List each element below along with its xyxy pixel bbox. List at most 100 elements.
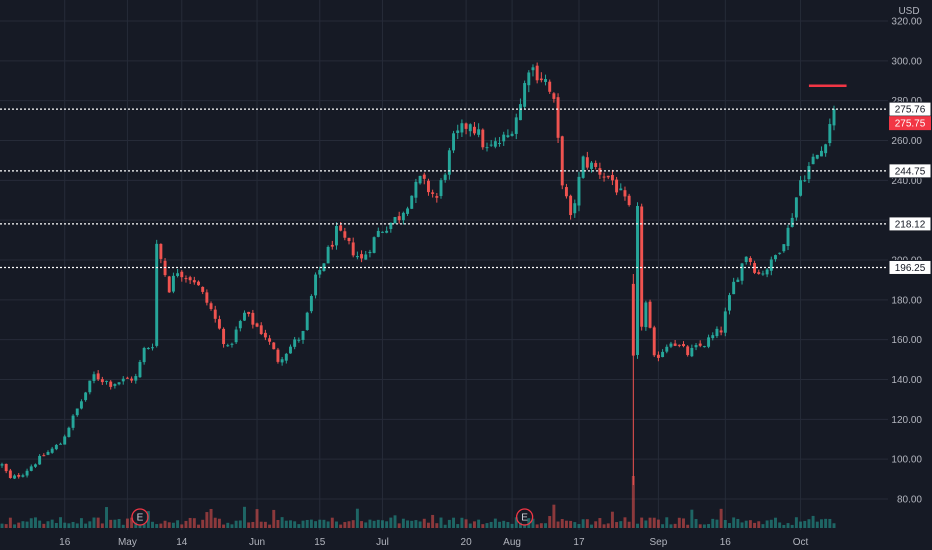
candle-body <box>280 359 284 363</box>
candle-body <box>682 344 685 347</box>
volume-bar <box>42 523 46 528</box>
volume-bar <box>728 523 731 528</box>
volume-bar <box>661 524 665 528</box>
volume-bar <box>50 519 54 528</box>
volume-bar <box>481 524 485 528</box>
candle-body <box>439 180 443 197</box>
level-tag-label: 275.76 <box>895 105 926 116</box>
volume-bar <box>523 524 527 528</box>
candle-body <box>790 217 794 227</box>
candle-body <box>585 157 589 168</box>
candle-body <box>67 427 71 437</box>
candle-body <box>753 263 757 273</box>
volume-bar <box>297 524 301 528</box>
candle-body <box>514 117 518 134</box>
volume-bar <box>422 518 426 528</box>
volume-bar <box>447 519 451 528</box>
candle-body <box>259 325 263 335</box>
volume-bar <box>330 517 334 528</box>
candle-body <box>644 302 648 328</box>
candle-body <box>468 124 472 132</box>
candle-body <box>443 174 447 180</box>
volume-bar <box>832 523 836 528</box>
volume-bar <box>573 522 577 528</box>
volume-bar <box>594 521 598 528</box>
earnings-marker-label: E <box>521 513 528 524</box>
candle-body <box>715 328 719 337</box>
volume-bar <box>255 509 259 528</box>
volume-bar <box>79 518 83 528</box>
candle-body <box>184 278 188 280</box>
candle-body <box>289 346 292 354</box>
candle-body <box>535 65 539 81</box>
volume-bar <box>163 520 167 528</box>
volume-bar <box>234 520 238 528</box>
volume-bar <box>753 522 757 528</box>
volume-bar <box>406 520 410 528</box>
y-tick-label: 320.00 <box>891 17 922 28</box>
volume-bar <box>615 522 619 528</box>
volume-bar <box>694 519 698 528</box>
candle-body <box>707 337 711 347</box>
volume-bar <box>627 521 631 528</box>
x-tick-label: 16 <box>59 537 71 548</box>
candle-body <box>4 463 8 472</box>
volume-bar <box>109 519 113 528</box>
candle-body <box>732 281 736 295</box>
candle-body <box>669 343 673 347</box>
candle-body <box>213 309 217 319</box>
volume-bar <box>301 520 305 528</box>
volume-bar <box>418 521 422 528</box>
candle-body <box>263 332 267 338</box>
candle-body <box>29 466 33 471</box>
volume-bar <box>761 524 765 528</box>
volume-bar <box>209 508 213 528</box>
volume-bar <box>598 518 602 528</box>
volume-bar <box>105 507 108 528</box>
volume-bar <box>226 522 230 528</box>
volume-bar <box>339 524 343 528</box>
volume-bar <box>25 521 29 528</box>
volume-bar <box>807 519 811 528</box>
volume-bar <box>623 517 627 528</box>
y-tick-label: 80.00 <box>897 495 922 506</box>
volume-bar <box>46 521 50 528</box>
volume-bar <box>0 523 4 528</box>
time-axis[interactable]: 16 May 14 Jun 15 Jul 20 Aug 17 Sep 16 Oct <box>59 537 808 548</box>
candle-body <box>305 312 309 330</box>
volume-bar <box>673 523 677 528</box>
volume-bar <box>117 519 121 528</box>
volume-bar <box>732 517 736 528</box>
candle-body <box>740 263 744 281</box>
x-tick-label: 14 <box>176 537 188 548</box>
last-price-label: 275.75 <box>895 119 926 130</box>
volume-bar <box>222 524 226 528</box>
volume-bar <box>744 520 748 528</box>
candle-body <box>109 381 113 387</box>
volume-bar <box>63 522 67 528</box>
candle-body <box>138 361 142 378</box>
volume-bar <box>217 518 221 528</box>
candle-body <box>284 353 288 361</box>
volume-bar <box>100 523 104 528</box>
volume-bar <box>364 522 368 528</box>
grid-lines <box>0 0 888 530</box>
candle-body <box>615 179 619 193</box>
candle-body <box>222 328 226 345</box>
candle-body <box>493 141 497 147</box>
volume-bar <box>197 524 200 528</box>
candle-body <box>447 150 451 175</box>
volume-bar <box>498 521 501 528</box>
candle-body <box>401 212 405 221</box>
candle-body <box>652 327 656 356</box>
volume-bar <box>75 523 79 528</box>
volume-bar <box>368 519 372 528</box>
horizontal-levels[interactable] <box>0 84 888 269</box>
candle-body <box>322 263 326 271</box>
candle-body <box>610 175 614 181</box>
volume-bar <box>67 523 71 528</box>
candle-body <box>564 187 568 197</box>
candle-body <box>314 274 318 296</box>
